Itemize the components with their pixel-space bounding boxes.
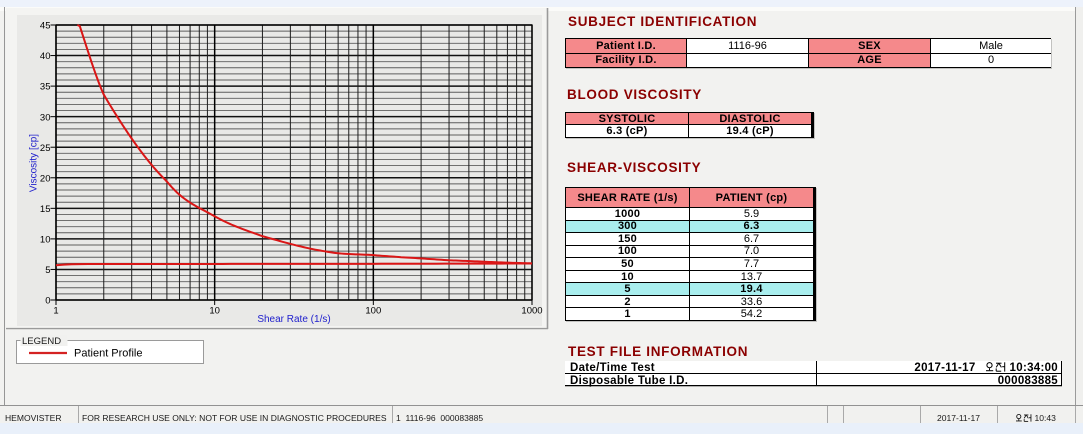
svg-text:45: 45: [40, 21, 51, 32]
svg-text:40: 40: [40, 51, 51, 62]
svg-text:25: 25: [40, 143, 51, 154]
svg-text:Patient Profile: Patient Profile: [74, 348, 142, 360]
svg-text:10: 10: [209, 306, 220, 317]
svg-text:LEGEND: LEGEND: [22, 336, 61, 347]
svg-text:5: 5: [45, 265, 50, 276]
svg-text:20: 20: [40, 173, 51, 184]
svg-text:15: 15: [40, 204, 51, 215]
svg-text:1000: 1000: [521, 306, 542, 317]
svg-text:10: 10: [40, 234, 51, 245]
svg-text:0: 0: [45, 296, 50, 307]
svg-text:100: 100: [365, 306, 381, 317]
svg-text:30: 30: [40, 112, 51, 123]
svg-text:35: 35: [40, 82, 51, 93]
svg-text:Shear Rate (1/s): Shear Rate (1/s): [257, 314, 330, 325]
svg-text:Viscosity [cp]: Viscosity [cp]: [29, 134, 40, 192]
svg-text:1: 1: [53, 306, 58, 317]
